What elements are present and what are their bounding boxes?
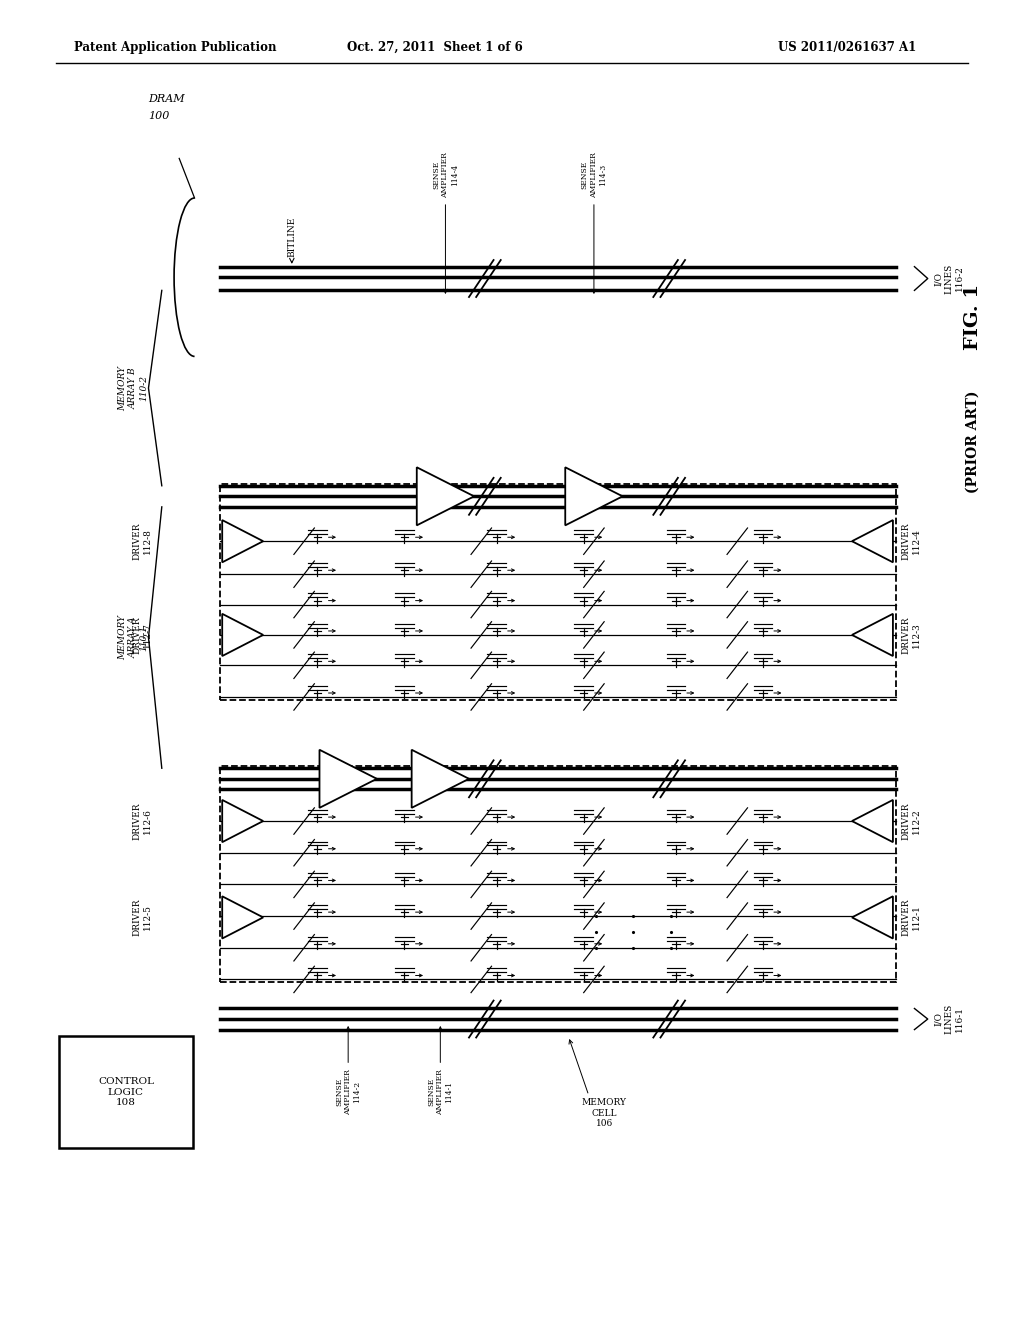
Text: MEMORY
ARRAY A
110-1: MEMORY ARRAY A 110-1 [118,615,148,660]
Polygon shape [222,800,263,842]
Bar [59,1036,193,1148]
Polygon shape [417,467,474,525]
Text: FIG. 1: FIG. 1 [964,284,982,350]
Polygon shape [222,520,263,562]
Text: DRIVER
112-2: DRIVER 112-2 [901,803,921,840]
Text: BITLINE: BITLINE [288,216,296,257]
Text: MEMORY
ARRAY B
110-2: MEMORY ARRAY B 110-2 [118,366,148,411]
Text: Patent Application Publication: Patent Application Publication [74,41,276,54]
Text: DRIVER
112-5: DRIVER 112-5 [132,899,152,936]
Text: SENSE
AMPLIFIER
114-4: SENSE AMPLIFIER 114-4 [432,152,459,198]
Polygon shape [852,896,893,939]
Text: I/O
LINES
116-1: I/O LINES 116-1 [934,1005,964,1034]
Bar [220,484,896,700]
Polygon shape [319,750,377,808]
Text: CONTROL
LOGIC
108: CONTROL LOGIC 108 [98,1077,154,1107]
Polygon shape [412,750,469,808]
Text: SENSE
AMPLIFIER
114-1: SENSE AMPLIFIER 114-1 [427,1069,454,1115]
Polygon shape [222,614,263,656]
Text: DRIVER
112-6: DRIVER 112-6 [132,803,152,840]
Polygon shape [565,467,623,525]
Text: DRIVER
112-7: DRIVER 112-7 [132,616,152,653]
Polygon shape [852,614,893,656]
Text: DRIVER
112-1: DRIVER 112-1 [901,899,921,936]
Polygon shape [852,800,893,842]
Text: DRIVER
112-8: DRIVER 112-8 [132,523,152,560]
Text: MEMORY
CELL
106: MEMORY CELL 106 [582,1098,627,1129]
Text: US 2011/0261637 A1: US 2011/0261637 A1 [778,41,916,54]
Text: DRIVER
112-3: DRIVER 112-3 [901,616,921,653]
Polygon shape [852,520,893,562]
Text: SENSE
AMPLIFIER
114-2: SENSE AMPLIFIER 114-2 [335,1069,361,1115]
Text: DRAM: DRAM [148,94,185,104]
Text: 100: 100 [148,111,170,121]
Text: DRIVER
112-4: DRIVER 112-4 [901,523,921,560]
Text: I/O
LINES
116-2: I/O LINES 116-2 [934,264,964,293]
Text: Oct. 27, 2011  Sheet 1 of 6: Oct. 27, 2011 Sheet 1 of 6 [347,41,523,54]
Text: (PRIOR ART): (PRIOR ART) [966,391,980,494]
Bar [220,766,896,982]
Polygon shape [222,896,263,939]
Text: SENSE
AMPLIFIER
114-3: SENSE AMPLIFIER 114-3 [581,152,607,198]
